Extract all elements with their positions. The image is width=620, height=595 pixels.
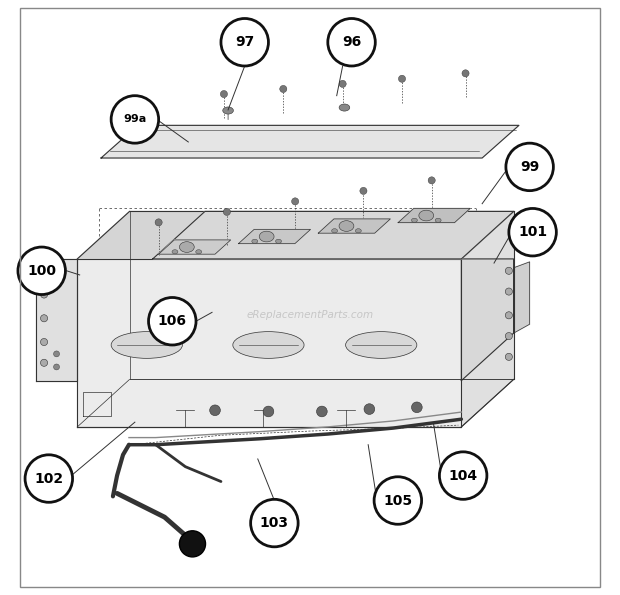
Circle shape <box>53 351 60 357</box>
Circle shape <box>505 267 512 274</box>
Circle shape <box>462 70 469 77</box>
Ellipse shape <box>355 228 361 233</box>
Circle shape <box>53 266 60 272</box>
Circle shape <box>339 80 346 87</box>
Text: 99: 99 <box>520 160 539 174</box>
Circle shape <box>506 143 554 190</box>
Text: 99a: 99a <box>123 114 146 124</box>
Text: 103: 103 <box>260 516 289 530</box>
Circle shape <box>412 402 422 413</box>
Circle shape <box>440 452 487 499</box>
Circle shape <box>280 86 287 93</box>
Ellipse shape <box>275 239 281 243</box>
Circle shape <box>505 333 512 340</box>
Ellipse shape <box>339 104 350 111</box>
Circle shape <box>40 291 48 298</box>
Ellipse shape <box>233 331 304 358</box>
Polygon shape <box>461 259 513 381</box>
Ellipse shape <box>345 331 417 358</box>
Polygon shape <box>318 219 391 233</box>
Circle shape <box>263 406 274 417</box>
Text: 101: 101 <box>518 225 547 239</box>
Circle shape <box>40 339 48 346</box>
Circle shape <box>155 219 162 226</box>
Circle shape <box>399 75 405 82</box>
Ellipse shape <box>412 218 417 223</box>
Text: 97: 97 <box>235 35 254 49</box>
Ellipse shape <box>339 221 354 231</box>
Circle shape <box>40 359 48 367</box>
Circle shape <box>317 406 327 417</box>
Ellipse shape <box>419 210 434 221</box>
Circle shape <box>149 298 196 345</box>
Polygon shape <box>78 211 513 259</box>
Circle shape <box>179 531 205 557</box>
Circle shape <box>374 477 422 524</box>
Text: 96: 96 <box>342 35 361 49</box>
Ellipse shape <box>179 242 194 252</box>
Circle shape <box>221 18 268 66</box>
Circle shape <box>291 198 299 205</box>
Text: 105: 105 <box>383 493 412 508</box>
Circle shape <box>25 455 73 502</box>
Circle shape <box>120 99 126 107</box>
Circle shape <box>360 187 367 195</box>
Polygon shape <box>398 208 470 223</box>
Text: eReplacementParts.com: eReplacementParts.com <box>246 311 374 320</box>
Ellipse shape <box>332 228 337 233</box>
Polygon shape <box>513 262 529 333</box>
Polygon shape <box>101 126 519 158</box>
Ellipse shape <box>223 107 233 114</box>
Ellipse shape <box>252 239 258 243</box>
Polygon shape <box>36 259 78 381</box>
Ellipse shape <box>172 250 178 254</box>
Circle shape <box>18 247 66 295</box>
Circle shape <box>220 90 228 98</box>
Circle shape <box>223 208 231 215</box>
Text: 106: 106 <box>157 314 187 328</box>
Circle shape <box>509 208 556 256</box>
Circle shape <box>40 315 48 322</box>
Circle shape <box>364 404 374 415</box>
Circle shape <box>250 499 298 547</box>
Circle shape <box>328 18 375 66</box>
Polygon shape <box>461 211 513 427</box>
Polygon shape <box>239 230 311 244</box>
Circle shape <box>505 288 512 295</box>
Circle shape <box>40 270 48 277</box>
Text: 102: 102 <box>34 472 63 486</box>
Ellipse shape <box>435 218 441 223</box>
Ellipse shape <box>111 331 182 358</box>
Text: 100: 100 <box>27 264 56 278</box>
Polygon shape <box>78 259 461 427</box>
Text: 104: 104 <box>449 469 478 483</box>
Circle shape <box>505 353 512 361</box>
Polygon shape <box>159 240 231 254</box>
Ellipse shape <box>259 231 274 242</box>
Polygon shape <box>153 211 513 259</box>
Circle shape <box>428 177 435 184</box>
Circle shape <box>210 405 220 416</box>
Circle shape <box>53 364 60 370</box>
Ellipse shape <box>196 250 202 254</box>
Circle shape <box>111 96 159 143</box>
Circle shape <box>505 312 512 319</box>
